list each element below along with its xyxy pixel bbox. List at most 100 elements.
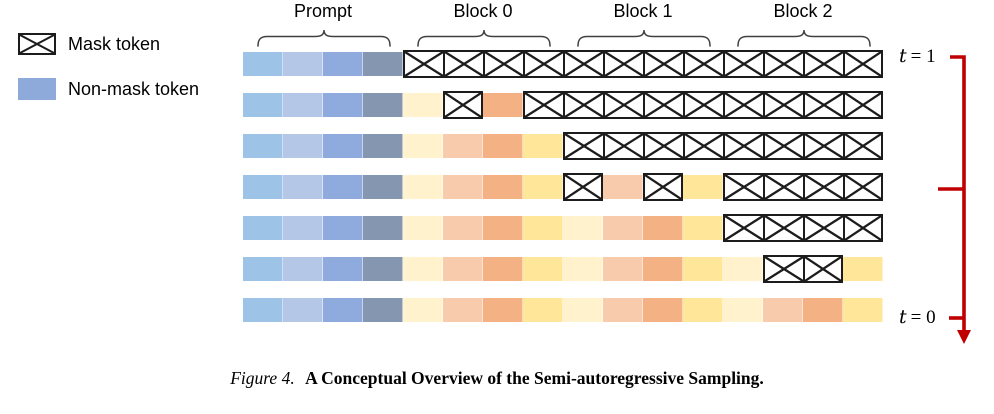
generated-token: [683, 298, 723, 322]
prompt-token: [363, 216, 403, 240]
prompt-token: [363, 52, 403, 76]
generated-token: [483, 93, 523, 117]
mask-x-icon: [805, 93, 843, 117]
generated-token: [683, 216, 723, 240]
generated-token: [483, 298, 523, 322]
mask-token: [763, 132, 805, 160]
token-row: [243, 298, 885, 322]
mask-token: [723, 91, 765, 119]
prompt-token: [323, 134, 363, 158]
mask-x-icon: [445, 93, 481, 117]
generated-token: [403, 257, 443, 281]
mask-x-icon: [445, 52, 483, 76]
mask-token: [763, 255, 805, 283]
generated-token: [643, 216, 683, 240]
mask-x-icon: [405, 52, 443, 76]
prompt-token: [323, 175, 363, 199]
generated-token: [843, 257, 883, 281]
prompt-token: [243, 216, 283, 240]
group-label-block-0: Block 0: [453, 1, 513, 21]
mask-x-icon: [565, 134, 603, 158]
mask-token: [443, 50, 485, 78]
mask-token: [763, 50, 805, 78]
brace-block-1: [577, 29, 711, 47]
mask-x-icon: [845, 175, 881, 199]
group-label-prompt: Prompt: [293, 1, 353, 21]
legend-item-nonmask: Non-mask token: [18, 78, 199, 100]
generated-token: [603, 257, 643, 281]
mask-x-icon: [565, 93, 603, 117]
mask-x-icon: [605, 93, 643, 117]
mask-token: [803, 91, 845, 119]
time-value: = 0: [910, 307, 936, 328]
mask-token: [643, 173, 683, 201]
mask-x-icon: [565, 175, 601, 199]
prompt-token: [323, 52, 363, 76]
mask-token: [643, 132, 685, 160]
mask-token: [603, 91, 645, 119]
prompt-token: [363, 93, 403, 117]
mask-token: [683, 91, 725, 119]
prompt-token: [283, 134, 323, 158]
generated-token: [443, 298, 483, 322]
generated-token: [603, 175, 643, 199]
mask-token: [723, 132, 765, 160]
generated-token: [683, 175, 723, 199]
mask-x-icon: [805, 216, 843, 240]
prompt-token: [243, 175, 283, 199]
prompt-token: [243, 257, 283, 281]
generated-token: [523, 216, 563, 240]
mask-x-icon: [845, 52, 881, 76]
generated-token: [483, 216, 523, 240]
mask-x-icon: [765, 134, 803, 158]
mask-x-icon: [685, 52, 723, 76]
mask-x-icon: [605, 134, 643, 158]
mask-token: [603, 132, 645, 160]
generated-token: [403, 216, 443, 240]
prompt-token: [363, 134, 403, 158]
token-row: [243, 50, 885, 78]
generated-token: [683, 257, 723, 281]
mask-token: [563, 132, 605, 160]
group-label-block-1: Block 1: [613, 1, 673, 21]
caption-figure-number: Figure 4.: [230, 368, 295, 388]
mask-token: [843, 91, 883, 119]
brace-block-0: [417, 29, 551, 47]
mask-x-icon: [685, 134, 723, 158]
generated-token: [523, 298, 563, 322]
prompt-token: [243, 93, 283, 117]
mask-x-icon: [725, 175, 763, 199]
mask-token: [403, 50, 445, 78]
generated-token: [523, 134, 563, 158]
mask-token: [763, 214, 805, 242]
mask-token: [843, 173, 883, 201]
mask-x-icon: [845, 216, 881, 240]
token-row: [243, 91, 885, 119]
mask-token: [803, 50, 845, 78]
mask-x-icon: [765, 216, 803, 240]
prompt-token: [323, 298, 363, 322]
mask-x-icon: [845, 93, 881, 117]
mask-x-icon: [765, 93, 803, 117]
generated-token: [723, 298, 763, 322]
mask-x-icon: [765, 257, 803, 281]
mask-token: [803, 214, 845, 242]
prompt-token: [363, 298, 403, 322]
mask-token: [723, 173, 765, 201]
token-row: [243, 255, 885, 283]
mask-x-icon: [805, 134, 843, 158]
mask-token: [523, 50, 565, 78]
mask-x-icon: [725, 216, 763, 240]
prompt-token: [283, 216, 323, 240]
mask-x-icon: [645, 175, 681, 199]
mask-x-icon: [525, 93, 563, 117]
prompt-token: [243, 134, 283, 158]
generated-token: [483, 175, 523, 199]
mask-x-icon: [805, 52, 843, 76]
prompt-token: [283, 257, 323, 281]
group-braces: [257, 29, 871, 47]
time-label-t0: t = 0: [899, 306, 936, 329]
generated-token: [443, 257, 483, 281]
generated-token: [483, 257, 523, 281]
